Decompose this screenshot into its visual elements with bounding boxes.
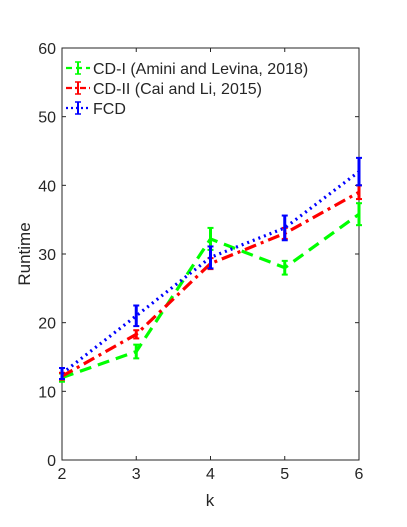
y-tick-label: 60 bbox=[38, 41, 56, 58]
x-tick-label: 6 bbox=[355, 466, 364, 483]
series-1 bbox=[59, 202, 362, 383]
series-3 bbox=[59, 156, 362, 380]
legend-label: CD-I (Amini and Levina, 2018) bbox=[93, 61, 308, 78]
legend-label: CD-II (Cai and Li, 2015) bbox=[93, 81, 262, 98]
x-tick-label: 5 bbox=[280, 466, 289, 483]
y-tick-label: 30 bbox=[38, 247, 56, 264]
x-tick-label: 4 bbox=[206, 466, 215, 483]
x-tick-label: 2 bbox=[58, 466, 67, 483]
y-axis-label: Runtime bbox=[15, 222, 34, 285]
legend-label: FCD bbox=[93, 101, 126, 118]
y-tick-label: 50 bbox=[38, 110, 56, 127]
y-tick-label: 40 bbox=[38, 178, 56, 195]
y-tick-label: 10 bbox=[38, 384, 56, 401]
series-2 bbox=[59, 184, 362, 381]
x-tick-label: 3 bbox=[132, 466, 141, 483]
y-tick-label: 0 bbox=[47, 453, 56, 470]
series-line bbox=[61, 170, 360, 375]
x-axis-label: k bbox=[206, 491, 215, 510]
series-line bbox=[61, 190, 360, 378]
y-tick-label: 20 bbox=[38, 316, 56, 333]
